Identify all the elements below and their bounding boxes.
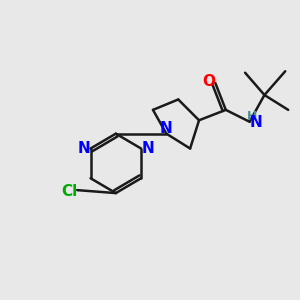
Text: Cl: Cl: [61, 184, 78, 199]
Text: N: N: [250, 115, 262, 130]
Text: N: N: [141, 141, 154, 156]
Text: O: O: [202, 74, 215, 89]
Text: N: N: [78, 141, 90, 156]
Text: N: N: [160, 121, 173, 136]
Text: H: H: [247, 110, 257, 123]
